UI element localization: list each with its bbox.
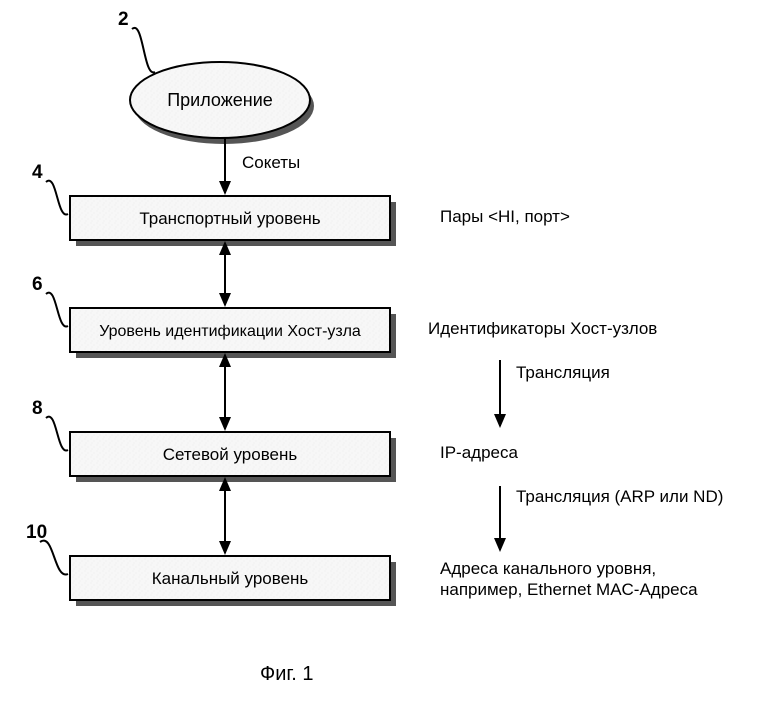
- layer-box-label: Сетевой уровень: [163, 445, 298, 464]
- callout-number: 8: [32, 398, 43, 419]
- callout-leader: [46, 293, 68, 327]
- callout-leader: [132, 28, 155, 73]
- callout-leader: [40, 541, 68, 575]
- callout-number: 10: [26, 522, 47, 543]
- callout-leader: [46, 181, 68, 215]
- translation-arrow-label: Трансляция (ARP или ND): [516, 487, 723, 506]
- layer-box-label: Уровень идентификации Хост-узла: [99, 323, 361, 340]
- flow-arrow-label: Сокеты: [242, 153, 300, 172]
- translation-arrow-label: Трансляция: [516, 363, 610, 382]
- side-label-multiline: Адреса канального уровня,например, Ether…: [440, 559, 698, 599]
- callout-leader: [46, 417, 68, 451]
- layer-box-label: Канальный уровень: [152, 569, 309, 588]
- callout-number: 2: [118, 9, 129, 30]
- side-label: Пары <HI, порт>: [440, 207, 570, 226]
- callout-number: 6: [32, 274, 43, 295]
- side-label: Идентификаторы Хост-узлов: [428, 319, 657, 338]
- layer-box-label: Транспортный уровень: [139, 209, 320, 228]
- callout-number: 4: [32, 162, 43, 183]
- application-label: Приложение: [167, 90, 273, 110]
- side-label: IP-адреса: [440, 443, 519, 462]
- figure-caption: Фиг. 1: [260, 663, 313, 685]
